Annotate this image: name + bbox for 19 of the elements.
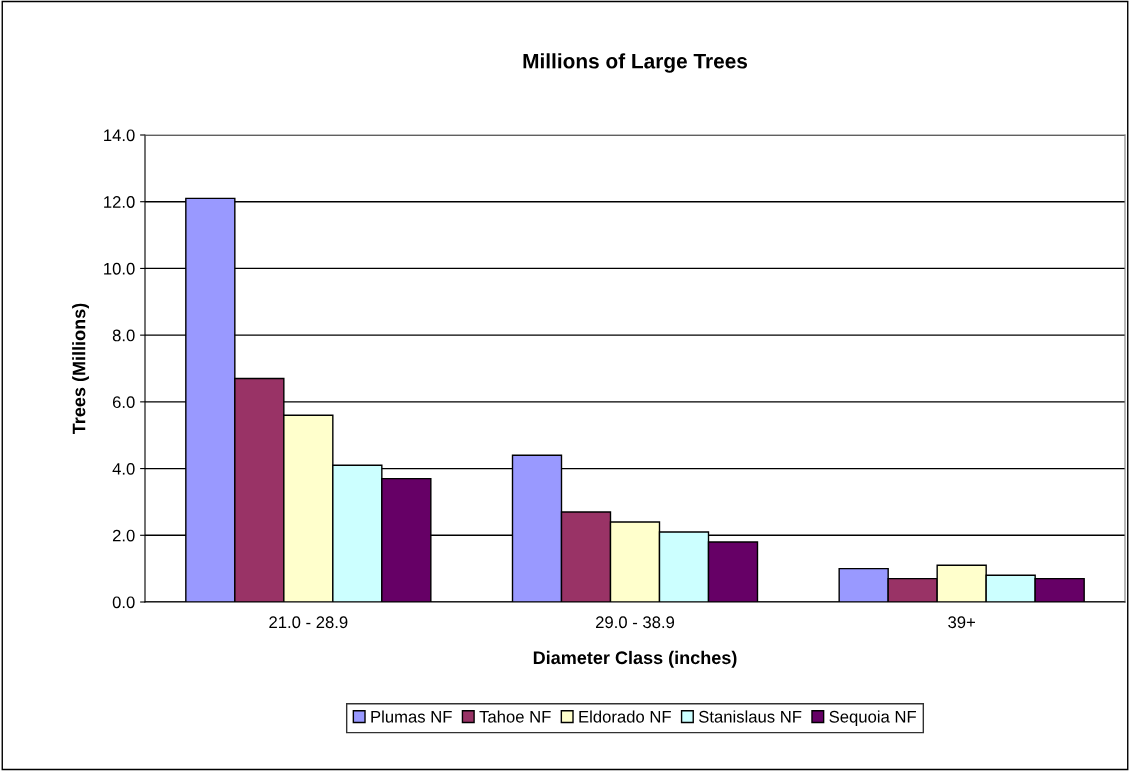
x-tick-label: 21.0 - 28.9 — [269, 616, 348, 629]
x-axis-title: Diameter Class (inches) — [533, 650, 737, 668]
legend-label: Stanislaus NF — [698, 710, 802, 723]
y-tick-label: 12.0 — [104, 196, 135, 208]
y-tick-label: 6.0 — [112, 396, 135, 409]
chart-title: Millions of Large Trees — [523, 53, 748, 73]
legend-label: Plumas NF — [371, 710, 452, 723]
legend-label: Eldorado NF — [579, 710, 671, 723]
y-tick-label: 4.0 — [112, 462, 135, 475]
y-tick-label: 0.0 — [112, 596, 135, 609]
y-axis-title: Trees (Millions) — [72, 303, 89, 435]
y-tick-label: 14.0 — [104, 129, 135, 142]
y-tick-label: 10.0 — [104, 262, 135, 275]
y-tick-label: 8.0 — [112, 329, 135, 342]
x-tick-label: 29.0 - 38.9 — [596, 616, 675, 629]
legend-label: Sequoia NF — [829, 710, 916, 726]
x-tick-label: 39+ — [948, 616, 975, 629]
legend-label: Tahoe NF — [479, 710, 551, 723]
y-tick-label: 2.0 — [112, 529, 135, 542]
